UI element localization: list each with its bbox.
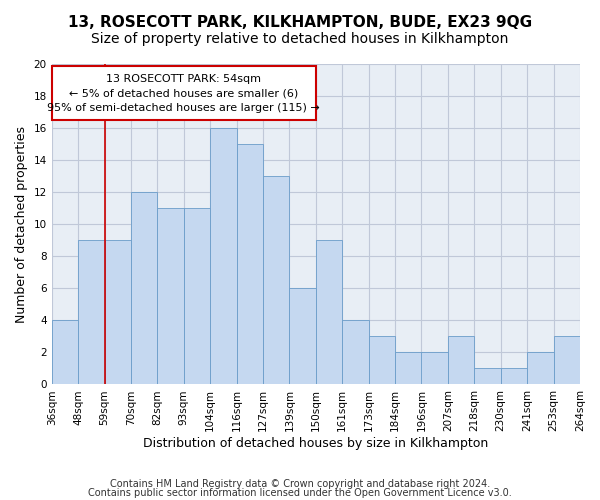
Text: Size of property relative to detached houses in Kilkhampton: Size of property relative to detached ho…	[91, 32, 509, 46]
Bar	[448, 336, 475, 384]
Text: 13 ROSECOTT PARK: 54sqm: 13 ROSECOTT PARK: 54sqm	[106, 74, 261, 85]
Bar	[316, 240, 342, 384]
FancyBboxPatch shape	[52, 66, 316, 120]
Bar	[131, 192, 157, 384]
Bar	[475, 368, 501, 384]
Text: 13, ROSECOTT PARK, KILKHAMPTON, BUDE, EX23 9QG: 13, ROSECOTT PARK, KILKHAMPTON, BUDE, EX…	[68, 15, 532, 30]
Bar	[236, 144, 263, 384]
Bar	[263, 176, 289, 384]
Text: 95% of semi-detached houses are larger (115) →: 95% of semi-detached houses are larger (…	[47, 104, 320, 114]
Bar	[395, 352, 421, 384]
Text: Contains public sector information licensed under the Open Government Licence v3: Contains public sector information licen…	[88, 488, 512, 498]
Bar	[184, 208, 210, 384]
X-axis label: Distribution of detached houses by size in Kilkhampton: Distribution of detached houses by size …	[143, 437, 488, 450]
Text: ← 5% of detached houses are smaller (6): ← 5% of detached houses are smaller (6)	[69, 89, 298, 99]
Bar	[368, 336, 395, 384]
Bar	[421, 352, 448, 384]
Bar	[527, 352, 554, 384]
Bar	[554, 336, 580, 384]
Bar	[501, 368, 527, 384]
Bar	[78, 240, 104, 384]
Y-axis label: Number of detached properties: Number of detached properties	[15, 126, 28, 322]
Bar	[210, 128, 236, 384]
Bar	[104, 240, 131, 384]
Bar	[157, 208, 184, 384]
Bar	[342, 320, 368, 384]
Bar	[289, 288, 316, 384]
Text: Contains HM Land Registry data © Crown copyright and database right 2024.: Contains HM Land Registry data © Crown c…	[110, 479, 490, 489]
Bar	[52, 320, 78, 384]
